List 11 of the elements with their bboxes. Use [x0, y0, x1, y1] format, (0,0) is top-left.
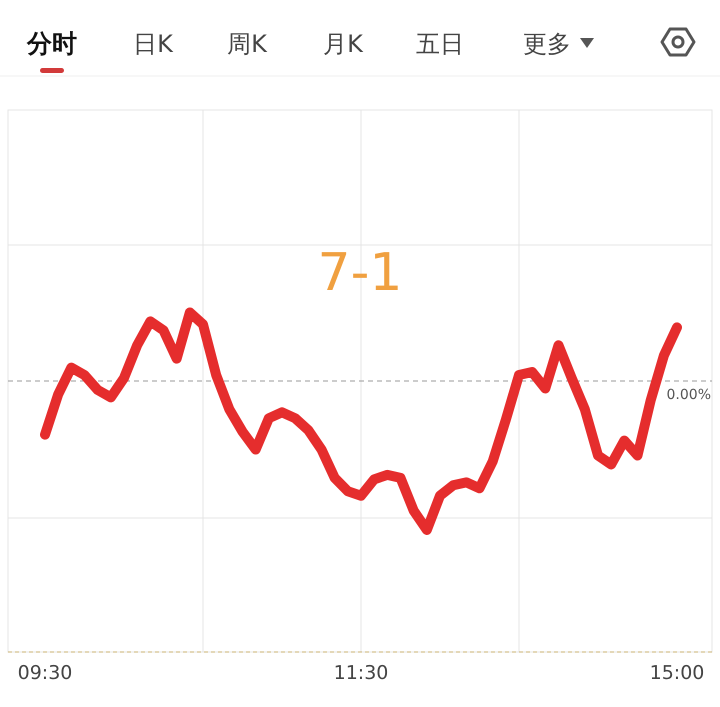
text: 周K — [227, 30, 268, 58]
text: 五日 — [416, 30, 464, 58]
ref-line-label: 0.00% — [666, 387, 711, 403]
text: 7-1 — [318, 243, 402, 303]
x-tick-label: 11:30 — [334, 662, 388, 684]
text: 月K — [323, 30, 364, 58]
text: 日K — [133, 30, 174, 58]
text: 分时 — [26, 29, 77, 58]
x-tick-label: 15:00 — [650, 662, 704, 684]
text: 更多 — [523, 30, 571, 58]
x-tick-label: 09:30 — [18, 662, 72, 684]
